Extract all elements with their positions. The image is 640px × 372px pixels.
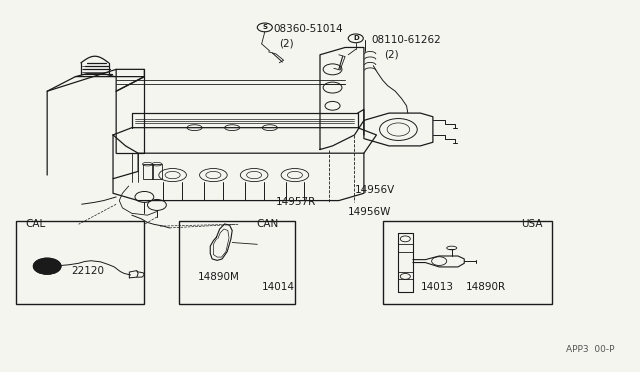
Circle shape <box>33 258 61 274</box>
Text: CAN: CAN <box>256 219 278 229</box>
Text: (2): (2) <box>279 38 294 48</box>
Text: S: S <box>262 25 268 31</box>
Bar <box>383 221 552 304</box>
Bar <box>16 221 145 304</box>
Text: CAL: CAL <box>25 219 45 229</box>
Text: 14956W: 14956W <box>348 206 392 217</box>
Text: 14956V: 14956V <box>355 185 395 195</box>
Bar <box>179 221 295 304</box>
Text: (2): (2) <box>384 49 399 59</box>
Text: 14013: 14013 <box>420 282 453 292</box>
Text: 14014: 14014 <box>262 282 295 292</box>
Text: D: D <box>353 35 358 41</box>
Text: APP3  00-P: APP3 00-P <box>566 346 615 355</box>
Bar <box>143 164 152 179</box>
Text: 14890M: 14890M <box>198 272 239 282</box>
Bar <box>152 164 162 179</box>
Text: 08360-51014: 08360-51014 <box>273 24 342 34</box>
Text: 14890R: 14890R <box>465 282 506 292</box>
Text: 14957R: 14957R <box>276 198 316 208</box>
Text: 22120: 22120 <box>71 266 104 276</box>
Text: USA: USA <box>521 219 542 229</box>
Text: 08110-61262: 08110-61262 <box>371 35 441 45</box>
